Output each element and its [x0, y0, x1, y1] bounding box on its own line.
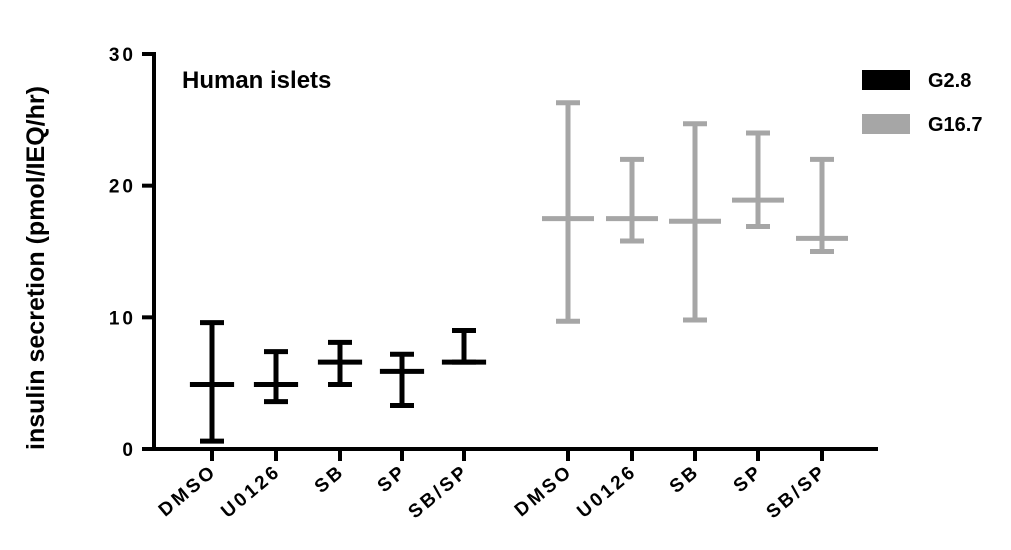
legend-swatch [862, 70, 910, 90]
x-tick-label: DMSO [511, 461, 577, 521]
legend-label: G2.8 [928, 70, 971, 92]
error-bar-G2.8-SB/SP [441, 328, 487, 365]
legend-label: G16.7 [928, 114, 982, 136]
error-bar-G2.8-SP [379, 351, 425, 409]
chart-title: Human islets [182, 67, 331, 94]
x-tick-label: SB/SP [763, 461, 832, 523]
legend: G2.8 G16.7 [862, 70, 982, 136]
y-tick-label: 20 [109, 177, 136, 198]
x-tick-label: DMSO [155, 461, 221, 521]
error-bar-G16.7-SB [669, 121, 721, 323]
x-tick-label: SP [374, 461, 412, 497]
y-ticks: 0 10 20 30 [109, 45, 154, 461]
x-tick-label: U0126 [573, 461, 641, 523]
error-bar-G2.8-SB [317, 339, 363, 387]
x-tick-label: SP [730, 461, 768, 497]
y-axis-label: insulin secretion (pmol/IEQ/hr) [22, 86, 50, 450]
error-bar-G2.8-U0126 [253, 349, 299, 405]
y-tick-label: 0 [122, 440, 136, 461]
x-tick-label: SB [311, 461, 349, 498]
error-bar-G2.8-DMSO [189, 320, 235, 444]
x-tick-label: U0126 [217, 461, 285, 523]
y-tick-label: 30 [109, 45, 136, 66]
error-bar-G16.7-DMSO [542, 100, 594, 324]
y-tick-label: 10 [109, 308, 136, 329]
error-bar-G16.7-SB/SP [796, 156, 848, 254]
error-bars [189, 100, 848, 444]
error-bar-G16.7-SP [732, 130, 784, 229]
x-tick-label: SB [666, 461, 704, 498]
error-bar-G16.7-U0126 [606, 156, 658, 244]
x-tick-label: SB/SP [405, 461, 474, 523]
legend-swatch [862, 114, 910, 134]
